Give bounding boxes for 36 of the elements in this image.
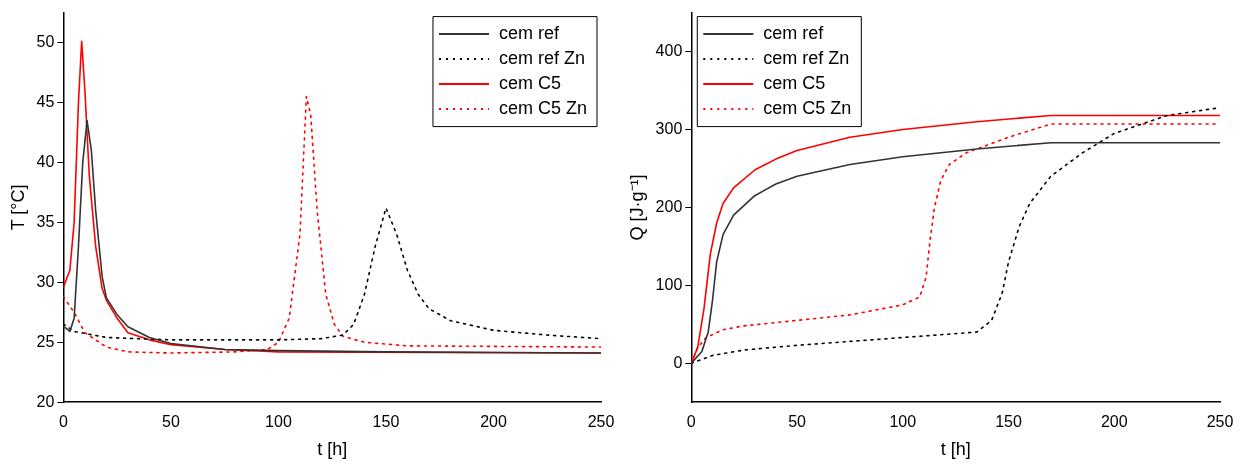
y-tick-label: 25	[36, 332, 55, 350]
legend-label: cem C5	[763, 73, 826, 94]
y-tick-label: 100	[655, 275, 683, 293]
y-tick-label: 40	[36, 152, 55, 170]
legend-label: cem ref	[763, 23, 825, 44]
legend-label: cem C5 Zn	[498, 98, 588, 119]
y-tick-label: 35	[36, 212, 55, 230]
x-tick-label: 200	[480, 413, 507, 431]
x-tick-label: 250	[587, 413, 615, 431]
y-axis-title: Q [J·g⁻¹]	[626, 174, 647, 241]
x-tick-label: 50	[788, 413, 807, 431]
x-tick-label: 150	[995, 413, 1022, 431]
legend-label: cem ref	[498, 23, 560, 44]
y-tick-label: 300	[655, 119, 683, 137]
x-tick-label: 0	[58, 413, 68, 431]
legend-label: cem C5	[498, 73, 561, 94]
x-tick-label: 100	[265, 413, 292, 431]
legend-label: cem ref Zn	[498, 48, 586, 69]
x-tick-label: 100	[889, 413, 917, 431]
y-tick-label: 0	[673, 353, 683, 371]
x-axis-title: t [h]	[940, 439, 971, 460]
legend-label: cem C5 Zn	[763, 98, 852, 119]
y-tick-label: 50	[36, 32, 55, 50]
x-tick-label: 150	[372, 413, 400, 431]
y-tick-label: 200	[655, 197, 683, 215]
y-tick-label: 45	[36, 92, 55, 110]
x-tick-label: 250	[1206, 413, 1234, 431]
legend-label: cem ref Zn	[763, 48, 850, 69]
x-tick-label: 50	[162, 413, 180, 431]
x-tick-label: 0	[686, 413, 696, 431]
y-tick-label: 30	[36, 272, 55, 290]
y-axis-title: T [°C]	[7, 184, 28, 231]
y-tick-label: 400	[655, 41, 683, 59]
x-tick-label: 200	[1100, 413, 1128, 431]
x-axis-title: t [h]	[317, 439, 348, 460]
y-tick-label: 20	[36, 392, 55, 410]
